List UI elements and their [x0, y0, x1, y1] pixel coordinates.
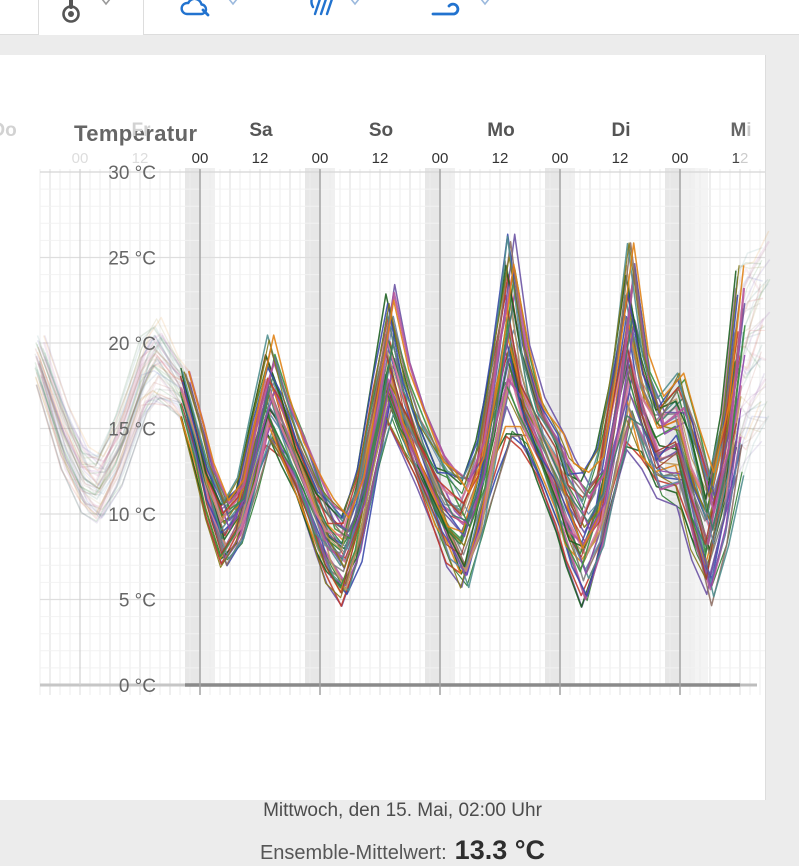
time-label: 00	[552, 150, 569, 167]
day-label: Sa	[249, 120, 273, 141]
time-label: 00	[192, 150, 209, 167]
time-label: 12	[252, 150, 269, 167]
y-tick-label: 0 °C	[119, 676, 156, 697]
selected-datetime: Mittwoch, den 15. Mai, 02:00 Uhr	[263, 800, 542, 821]
selected-time-band	[695, 168, 708, 685]
y-tick-label: 15 °C	[108, 420, 156, 441]
ensemble-member	[187, 242, 745, 519]
day-label: Di	[612, 120, 631, 141]
wind-icon	[431, 2, 460, 16]
forecast-tab-bar	[0, 0, 799, 35]
ensemble-member	[183, 242, 740, 514]
ensemble-mean-value: 13.3 °C	[454, 835, 546, 865]
day-label: Mo	[487, 120, 514, 141]
time-label: 00	[672, 150, 689, 167]
night-band	[560, 168, 575, 685]
time-label: 12	[492, 150, 509, 167]
chevron-down-icon	[480, 0, 490, 6]
tab-temperature[interactable]	[38, 0, 144, 35]
time-label: 12	[732, 150, 749, 167]
chevron-down-icon	[101, 0, 111, 6]
y-tick-label: 25 °C	[108, 249, 156, 270]
day-label: Fr	[132, 120, 152, 141]
day-label: Mi	[730, 120, 751, 141]
night-band	[305, 168, 320, 685]
time-label: 12	[372, 150, 389, 167]
ensemble-mean-label: Ensemble-Mittelwert:	[259, 842, 447, 864]
time-label: 12	[612, 150, 629, 167]
ensemble-member	[180, 391, 737, 599]
time-label: 00	[312, 150, 329, 167]
chart-footer: Mittwoch, den 15. Mai, 02:00 Uhr Ensembl…	[40, 800, 765, 866]
y-tick-label: 5 °C	[119, 591, 156, 612]
y-tick-label: 20 °C	[108, 334, 156, 355]
day-label: Do	[0, 120, 17, 141]
time-label: 00	[72, 150, 89, 167]
rain-icon	[310, 0, 333, 16]
night-band	[665, 168, 680, 685]
ensemble-member	[185, 406, 743, 607]
thermometer-icon	[62, 0, 80, 23]
y-tick-label: 10 °C	[108, 505, 156, 526]
y-tick-label: 30 °C	[108, 163, 156, 184]
time-label: 12	[132, 150, 149, 167]
chevron-down-icon	[350, 0, 360, 6]
cloud-icon	[180, 0, 210, 17]
ensemble-temperature-plot[interactable]: DoFrSaSoMoDiMi00120012001200120012001230…	[0, 0, 799, 800]
ensemble-member	[181, 318, 739, 550]
ensemble-member	[180, 356, 737, 594]
day-label: So	[369, 120, 393, 141]
night-band	[320, 168, 335, 685]
chevron-down-icon	[228, 0, 238, 6]
ensemble-mean-line: Ensemble-Mittelwert: 13.3 °C	[40, 835, 765, 866]
night-band	[440, 168, 455, 685]
night-band	[200, 168, 215, 685]
page-title: Temperatur	[74, 121, 198, 146]
time-label: 00	[432, 150, 449, 167]
